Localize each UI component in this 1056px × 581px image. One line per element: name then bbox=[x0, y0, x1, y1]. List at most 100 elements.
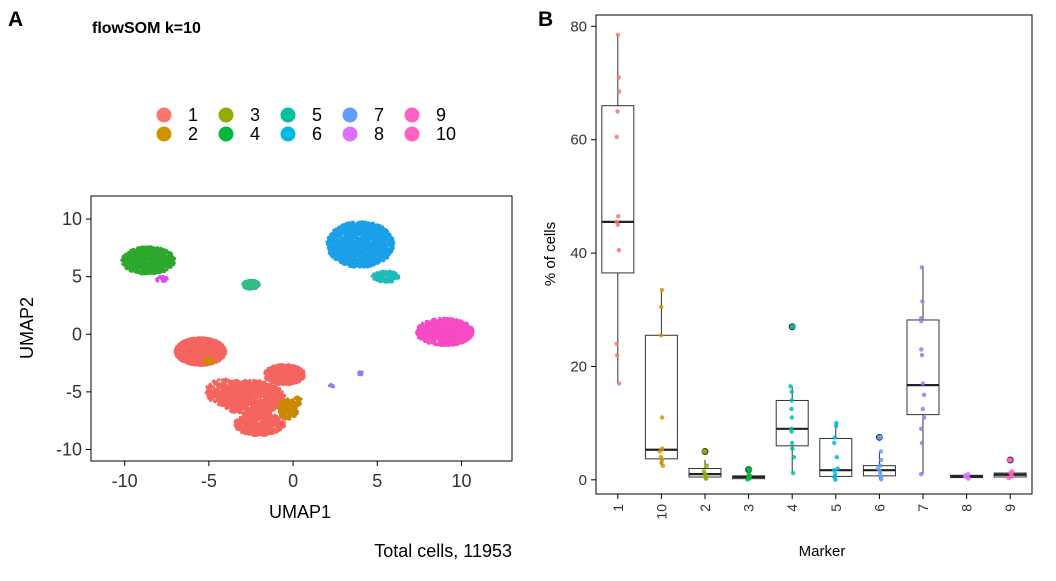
umap-point bbox=[253, 392, 257, 396]
umap-point bbox=[256, 433, 260, 437]
umap-point bbox=[203, 346, 207, 350]
umap-point bbox=[279, 376, 284, 380]
umap-point bbox=[269, 426, 273, 430]
umap-point bbox=[268, 379, 273, 383]
umap-point bbox=[260, 383, 264, 388]
umap-point bbox=[220, 389, 224, 393]
umap-point bbox=[255, 413, 259, 417]
umap-point bbox=[274, 386, 278, 390]
umap-point bbox=[215, 348, 219, 352]
umap-point bbox=[230, 396, 234, 400]
umap-point bbox=[262, 415, 266, 419]
umap-point bbox=[266, 377, 270, 381]
umap-point bbox=[269, 408, 273, 412]
umap-point bbox=[195, 337, 199, 341]
umap-point bbox=[274, 430, 278, 434]
umap-point bbox=[240, 407, 244, 411]
umap-point bbox=[234, 394, 238, 398]
umap-point bbox=[191, 343, 195, 347]
umap-point bbox=[239, 423, 243, 427]
umap-point bbox=[276, 393, 280, 397]
legend-key-9 bbox=[404, 107, 420, 123]
umap-point bbox=[184, 346, 188, 350]
umap-point bbox=[296, 373, 300, 378]
umap-point bbox=[246, 384, 250, 388]
umap-point bbox=[254, 425, 258, 429]
umap-point bbox=[237, 388, 241, 392]
umap-point bbox=[271, 389, 275, 393]
umap-point bbox=[292, 365, 296, 369]
umap-point bbox=[229, 390, 233, 394]
umap-point bbox=[217, 401, 221, 405]
legend-label-5: 5 bbox=[312, 105, 322, 125]
umap-point bbox=[269, 382, 273, 386]
umap-point bbox=[274, 398, 278, 402]
umap-point bbox=[295, 381, 299, 385]
umap-point bbox=[238, 395, 242, 399]
umap-point bbox=[222, 394, 226, 398]
legend-key-5 bbox=[280, 107, 296, 123]
umap-point bbox=[212, 386, 216, 390]
umap-point bbox=[203, 339, 207, 343]
umap-point bbox=[249, 419, 253, 423]
umap-point bbox=[235, 404, 239, 408]
umap-point bbox=[237, 409, 241, 413]
umap-point bbox=[262, 387, 266, 391]
umap-point bbox=[264, 403, 268, 407]
umap-point bbox=[206, 347, 211, 351]
legend-key-1 bbox=[156, 107, 172, 123]
umap-point bbox=[251, 433, 255, 437]
umap-point bbox=[182, 352, 186, 356]
legend-label-1: 1 bbox=[188, 105, 198, 125]
umap-point bbox=[214, 381, 218, 385]
umap-point bbox=[271, 398, 275, 402]
umap-point bbox=[210, 390, 215, 394]
umap-point bbox=[180, 343, 184, 347]
umap-point bbox=[196, 356, 200, 360]
umap-point bbox=[226, 393, 230, 397]
umap-point bbox=[213, 400, 217, 404]
umap-point bbox=[230, 393, 234, 397]
umap-point bbox=[243, 432, 247, 436]
umap-point bbox=[251, 423, 255, 427]
umap-point bbox=[210, 341, 215, 345]
umap-point bbox=[244, 421, 248, 425]
umap-point bbox=[287, 379, 291, 383]
panel-a-title: flowSOM k=10 bbox=[92, 20, 201, 37]
umap-point bbox=[252, 378, 256, 383]
umap-point bbox=[244, 416, 248, 420]
legend-key-3 bbox=[218, 107, 234, 123]
umap-point bbox=[215, 387, 219, 391]
umap-point bbox=[213, 391, 217, 395]
umap-point bbox=[256, 417, 261, 422]
umap-point bbox=[271, 429, 275, 433]
umap-point bbox=[254, 407, 258, 412]
umap-point bbox=[251, 396, 256, 400]
umap-point bbox=[285, 366, 289, 370]
umap-point bbox=[278, 382, 282, 386]
legend-key-7 bbox=[342, 107, 358, 123]
umap-point bbox=[279, 392, 283, 396]
umap-point bbox=[217, 359, 221, 363]
legend-label-7: 7 bbox=[374, 105, 384, 125]
umap-point bbox=[206, 394, 210, 398]
umap-point bbox=[258, 379, 262, 383]
legend-key-8 bbox=[342, 126, 358, 142]
umap-point bbox=[226, 385, 230, 389]
umap-point bbox=[270, 386, 275, 390]
umap-point bbox=[196, 348, 200, 352]
umap-point bbox=[299, 375, 303, 379]
umap-point bbox=[224, 396, 229, 400]
umap-point bbox=[255, 396, 259, 400]
umap-point bbox=[280, 372, 285, 376]
umap-point bbox=[300, 372, 304, 376]
umap-point bbox=[232, 410, 236, 414]
umap-point bbox=[261, 393, 266, 397]
umap-point bbox=[236, 418, 240, 422]
umap-point bbox=[273, 370, 277, 374]
umap-point bbox=[210, 350, 214, 354]
umap-point bbox=[205, 385, 209, 389]
umap-point bbox=[254, 388, 258, 392]
umap-point bbox=[275, 381, 279, 385]
umap-point bbox=[185, 360, 189, 364]
